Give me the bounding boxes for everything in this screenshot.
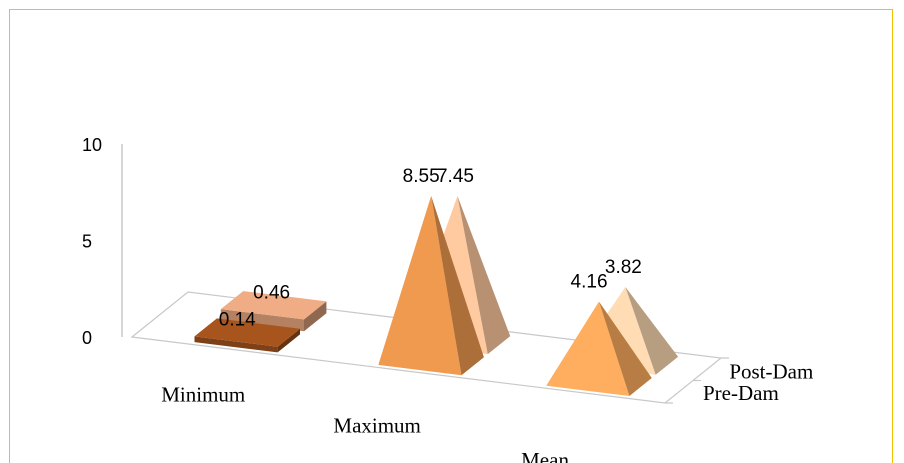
chart-marks: 0.46 7.45 3.82 0.14 8.55 4.16 <box>194 166 679 396</box>
category-label-minimum: Minimum <box>161 383 245 407</box>
category-labels: Minimum Maximum Mean <box>161 383 569 463</box>
pyramid-pre-dam-minimum <box>194 318 300 353</box>
pyramid-pre-dam-maximum <box>378 196 484 376</box>
data-label-post-dam-mean: 3.82 <box>605 257 642 278</box>
value-axis-ticks: 0 5 10 <box>82 135 102 348</box>
pyramid-face-front <box>378 196 462 376</box>
data-label-pre-dam-mean: 4.16 <box>571 272 608 293</box>
series-label-pre-dam: Pre-Dam <box>703 381 779 405</box>
pyramid-face-top <box>220 291 327 320</box>
data-label-post-dam-maximum: 7.45 <box>437 166 474 187</box>
pyramid-face-front <box>220 309 304 332</box>
data-label-pre-dam-maximum: 8.55 <box>403 166 440 187</box>
pyramid-face-front <box>546 301 630 396</box>
pyramid-face-side <box>431 196 484 376</box>
pyramid-face-side <box>625 287 679 375</box>
data-label-pre-dam-minimum: 0.14 <box>219 310 256 331</box>
pyramid-post-dam-minimum <box>220 291 327 332</box>
chart-axes <box>121 144 729 404</box>
pyramid-face-side <box>277 328 300 353</box>
value-tick-label-10: 10 <box>82 135 102 155</box>
pyramid-face-top <box>194 318 300 347</box>
data-label-post-dam-minimum: 0.46 <box>253 282 290 303</box>
pyramid-face-side <box>304 301 327 332</box>
chart-frame <box>9 9 893 463</box>
series-label-post-dam: Post-Dam <box>729 360 813 384</box>
value-tick-label-0: 0 <box>82 328 92 348</box>
pyramid-face-side <box>457 196 511 355</box>
pyramid-face-front <box>194 336 278 353</box>
category-label-mean: Mean <box>521 448 569 463</box>
pyramid-pre-dam-mean <box>546 301 652 396</box>
value-tick-label-5: 5 <box>82 232 92 252</box>
pyramid-face-side <box>599 301 652 396</box>
category-label-maximum: Maximum <box>333 413 421 437</box>
